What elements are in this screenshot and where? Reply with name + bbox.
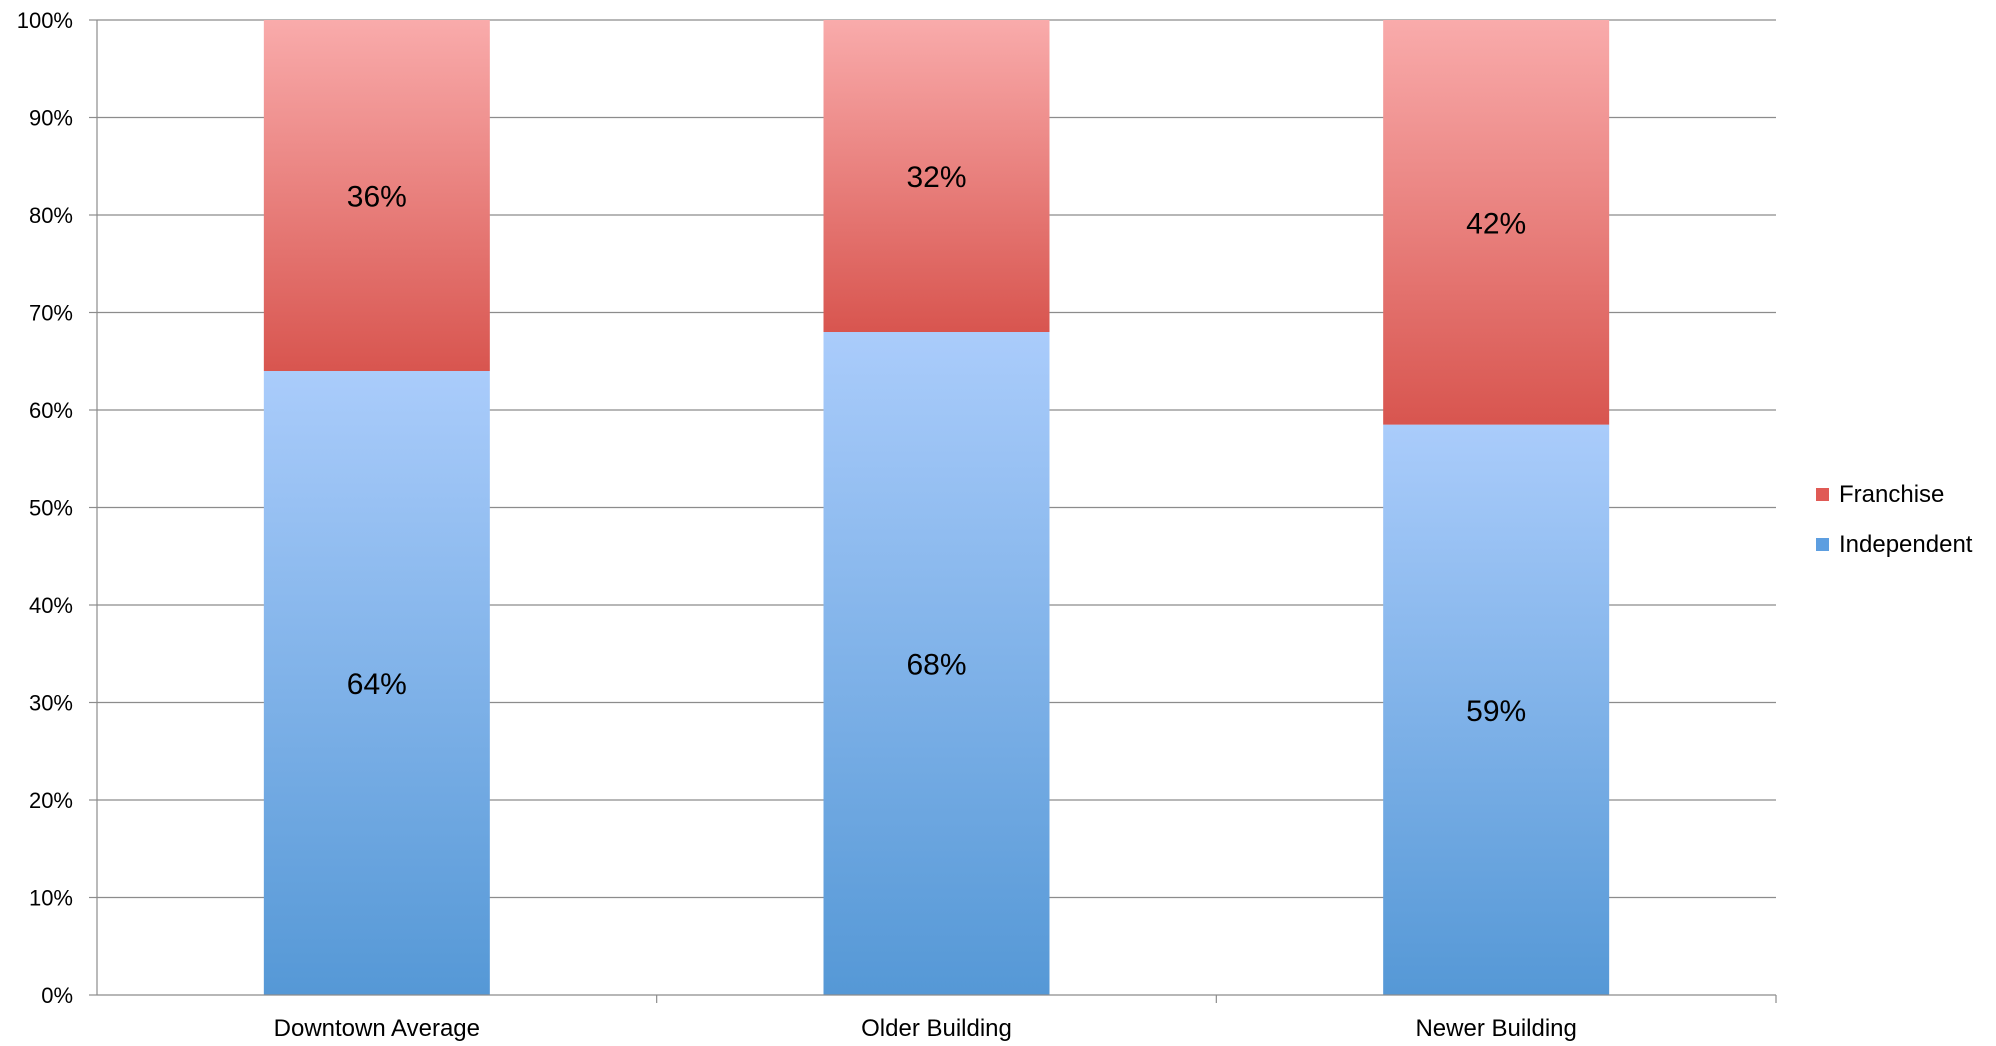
y-tick-label: 90% — [29, 106, 73, 131]
y-tick-label: 50% — [29, 496, 73, 521]
data-label-franchise: 36% — [347, 181, 407, 214]
legend: Franchise Independent — [1816, 481, 1973, 558]
y-tick-label: 10% — [29, 886, 73, 911]
bar-independent — [263, 371, 490, 995]
y-tick-label: 70% — [29, 301, 73, 326]
data-label-franchise: 32% — [906, 161, 966, 194]
data-labels: 64% 36% 68% 32% 59% 42% — [347, 161, 1526, 728]
legend-label-independent: Independent — [1839, 531, 1973, 558]
x-category-label: Downtown Average — [274, 1015, 480, 1042]
y-tick-label: 40% — [29, 593, 73, 618]
axes: 0% 10% 20% 30% 40% 50% 60% 70% 80% 90% 100% Downtow… — [17, 8, 1777, 1042]
x-category-label: Older Building — [861, 1015, 1012, 1042]
bar-franchise — [823, 20, 1050, 332]
y-tick-label: 80% — [29, 203, 73, 228]
legend-swatch-independent — [1816, 538, 1829, 551]
y-tick-label: 0% — [41, 983, 73, 1008]
y-tick-label: 60% — [29, 398, 73, 423]
y-tick-label: 100% — [17, 8, 73, 33]
bar-independent — [1383, 424, 1610, 995]
data-label-independent: 68% — [906, 649, 966, 682]
bar-franchise — [263, 20, 490, 371]
bars — [263, 20, 1610, 995]
legend-label-franchise: Franchise — [1839, 481, 1944, 508]
legend-swatch-franchise — [1816, 488, 1829, 501]
data-label-independent: 64% — [347, 668, 407, 701]
bar-franchise — [1383, 20, 1610, 425]
x-category-label: Newer Building — [1415, 1015, 1576, 1042]
data-label-franchise: 42% — [1466, 207, 1526, 240]
data-label-independent: 59% — [1466, 695, 1526, 728]
bar-independent — [823, 332, 1050, 995]
y-tick-label: 30% — [29, 691, 73, 716]
y-tick-label: 20% — [29, 788, 73, 813]
